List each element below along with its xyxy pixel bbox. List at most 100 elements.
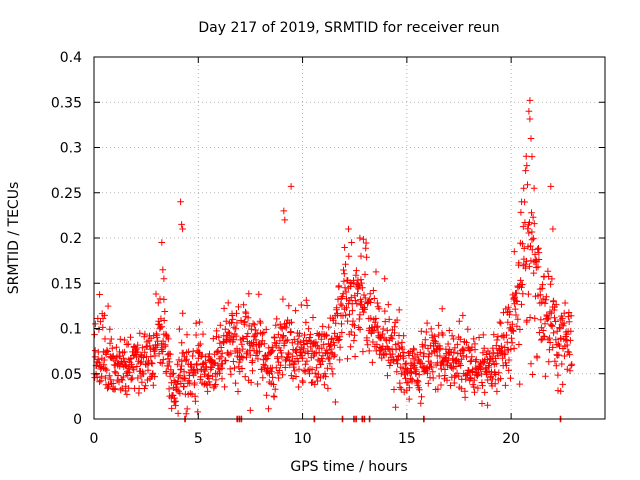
data-point [503,331,510,339]
data-point [563,341,571,349]
data-point [136,329,144,337]
data-point [393,368,401,375]
data-point [518,301,525,308]
data-point [567,337,574,344]
data-point [328,365,336,373]
data-point [160,317,168,324]
y-tick-label: 0.35 [51,95,82,111]
data-point [335,282,343,290]
data-point [146,342,154,350]
data-point [325,355,332,363]
data-point [164,355,172,363]
data-point [381,275,388,282]
data-point [398,370,405,377]
data-point [343,304,350,311]
data-point [331,330,338,337]
data-point [527,360,535,368]
data-point [408,376,416,383]
data-point [158,360,166,367]
data-point [401,360,409,368]
y-tick-label: 0.1 [60,322,82,338]
data-point-outlier [281,216,289,224]
data-point-outlier [287,183,295,190]
data-point [155,350,163,358]
data-point [534,263,542,271]
data-point [508,335,515,342]
data-point [529,214,537,221]
data-point [555,351,563,359]
data-point [458,385,465,392]
data-point [282,364,289,371]
data-point [111,385,119,393]
data-point [563,330,570,338]
data-point [218,375,226,382]
y-tick-label: 0.15 [51,276,82,292]
data-point [249,367,256,375]
data-point [321,381,328,388]
data-point [302,319,310,326]
data-point [394,340,402,347]
data-point [276,367,283,374]
data-point [239,345,247,353]
data-point [289,339,296,347]
data-point [542,372,549,380]
data-point [561,299,569,307]
data-point [147,353,155,360]
data-point [150,348,158,355]
data-point [179,310,186,317]
data-point [422,336,429,344]
data-point [116,352,124,360]
data-point [278,349,285,357]
data-point [139,344,146,351]
data-point [330,353,338,360]
data-point [439,331,447,339]
data-point [480,345,488,352]
data-point [493,342,500,349]
data-point [166,358,173,366]
data-point [463,339,470,346]
data-point [96,378,103,386]
data-point [544,315,551,323]
data-point [514,316,522,323]
y-tick-label: 0.25 [51,186,82,202]
data-point [364,341,371,349]
data-point [495,369,503,376]
data-point [91,347,99,354]
data-point [275,374,282,382]
data-point [350,337,358,344]
data-point [309,314,317,321]
data-point [190,365,198,373]
data-point [269,347,277,354]
data-point [506,308,514,315]
data-point [271,386,279,393]
data-point [305,325,312,332]
data-point [280,332,287,339]
data-point [182,357,190,364]
data-point [296,330,303,337]
data-point [468,353,476,361]
data-point [244,330,252,337]
data-point [285,350,292,358]
data-point [172,398,180,405]
data-point [109,345,116,352]
data-point [464,326,472,333]
data-point [263,355,271,362]
data-point [121,358,128,365]
data-point [429,374,437,382]
data-point [517,209,525,216]
data-point [141,385,148,392]
data-point [99,324,107,331]
data-point [222,318,230,325]
data-point [323,347,331,354]
data-point [102,374,109,382]
data-point [427,325,435,333]
data-point [545,314,552,322]
data-point [474,384,482,392]
data-point [273,315,280,323]
data-point [399,345,406,353]
data-point [269,343,276,351]
data-point [424,369,431,377]
data-point [174,360,181,368]
data-point [522,153,530,160]
data-point-outlier [528,153,536,160]
